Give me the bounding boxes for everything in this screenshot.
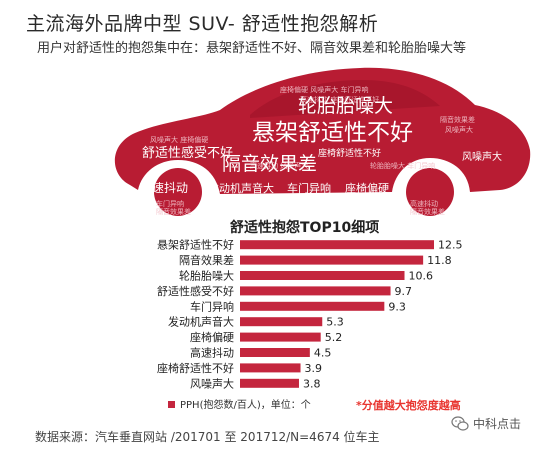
- cloud-word-1: 悬架舒适性不好: [252, 120, 413, 146]
- cloud-word-4: 舒适性感受不好: [142, 145, 233, 161]
- value-label: 3.9: [305, 362, 323, 375]
- svg-text:风噪声大: 风噪声大: [445, 125, 473, 134]
- bar: [240, 348, 310, 357]
- value-label: 11.8: [427, 254, 452, 267]
- wechat-icon: [451, 415, 469, 431]
- value-label: 4.5: [314, 347, 332, 360]
- cloud-word-10: 座椅舒适性不好: [318, 147, 381, 159]
- cloud-word-2: 轮胎胎噪大: [298, 95, 393, 117]
- chart-legend: PPH(抱怨数/百人)，单位：个: [168, 398, 311, 411]
- svg-text:风噪声大 座椅偏硬: 风噪声大 座椅偏硬: [150, 135, 208, 144]
- bar: [240, 332, 321, 342]
- value-label: 3.8: [303, 377, 321, 390]
- page-subtitle: 用户对舒适性的抱怨集中在：悬架舒适性不好、隔音效果差和轮胎胎噪大等: [37, 41, 467, 56]
- chart-title: 舒适性抱怨TOP10细项: [230, 219, 379, 236]
- category-label: 轮胎胎噪大: [179, 269, 234, 283]
- bar: [240, 301, 385, 311]
- category-label: 隔音效果差: [179, 253, 234, 267]
- bar: [240, 378, 299, 388]
- category-label: 车门异响: [190, 299, 234, 313]
- bar: [240, 240, 434, 250]
- svg-text:座椅偏硬 风噪声大 车门异响: 座椅偏硬 风噪声大 车门异响: [280, 85, 368, 94]
- svg-text:高速抖动: 高速抖动: [410, 199, 438, 208]
- svg-text:隔音效果差: 隔音效果差: [156, 207, 191, 216]
- bars-group: 悬架舒适性不好 12.5 隔音效果差 11.8 轮胎胎噪大 10.6 舒适性感受不好 9.7 车…: [157, 238, 463, 391]
- svg-text:轮胎胎噪大 车门异响: 轮胎胎噪大 车门异响: [370, 161, 435, 170]
- cloud-word-6: 发动机声音大: [208, 181, 274, 195]
- logo-text: 中科点击: [473, 417, 522, 431]
- cloud-word-9: 风噪声大: [462, 150, 502, 163]
- cloud-word-7: 车门异响: [287, 181, 331, 195]
- category-label: 座椅偏硬: [190, 330, 234, 344]
- bar: [240, 271, 405, 280]
- category-label: 舒适性感受不好: [157, 284, 234, 298]
- bar: [240, 255, 424, 265]
- category-label: 发动机声音大: [168, 315, 234, 329]
- legend-swatch: [168, 401, 175, 408]
- category-label: 座椅舒适性不好: [157, 361, 234, 375]
- cloud-word-3: 隔音效果差: [222, 153, 317, 175]
- data-source: 数据来源：汽车垂直网站 /201701 至 201712/N=4674 位车主: [35, 430, 380, 444]
- car-window: [250, 80, 440, 118]
- category-label: 风噪声大: [190, 376, 234, 390]
- rear-wheel-inner: [406, 168, 454, 216]
- cloud-word-5: 高速抖动: [140, 180, 188, 195]
- svg-text:高速抖动 风噪声大: 高速抖动 风噪声大: [250, 161, 308, 170]
- front-wheel-inner: [154, 168, 202, 216]
- bar: [240, 363, 301, 373]
- page-title: 主流海外品牌中型 SUV- 舒适性抱怨解析: [26, 13, 379, 35]
- value-label: 12.5: [438, 239, 463, 252]
- bar: [240, 286, 391, 296]
- legend-label: PPH(抱怨数/百人)，单位：个: [180, 398, 311, 411]
- svg-text:高速抖动 座椅舒适性不好: 高速抖动 座椅舒适性不好: [300, 95, 379, 104]
- chart-annotation: *分值越大抱怨度越高: [356, 398, 461, 412]
- value-label: 5.3: [326, 316, 344, 329]
- value-label: 9.7: [395, 285, 413, 298]
- value-label: 9.3: [388, 300, 406, 313]
- brand-logo: 中科点击: [451, 415, 521, 432]
- svg-text:车门异响: 车门异响: [156, 199, 184, 208]
- value-label: 5.2: [325, 331, 343, 344]
- cloud-word-8: 座椅偏硬: [345, 181, 389, 195]
- value-label: 10.6: [409, 270, 434, 283]
- category-label: 高速抖动: [190, 346, 234, 360]
- svg-text:隔音效果差: 隔音效果差: [440, 115, 475, 124]
- bar: [240, 317, 323, 327]
- category-label: 悬架舒适性不好: [157, 238, 234, 252]
- svg-text:隔音效果差: 隔音效果差: [410, 207, 445, 216]
